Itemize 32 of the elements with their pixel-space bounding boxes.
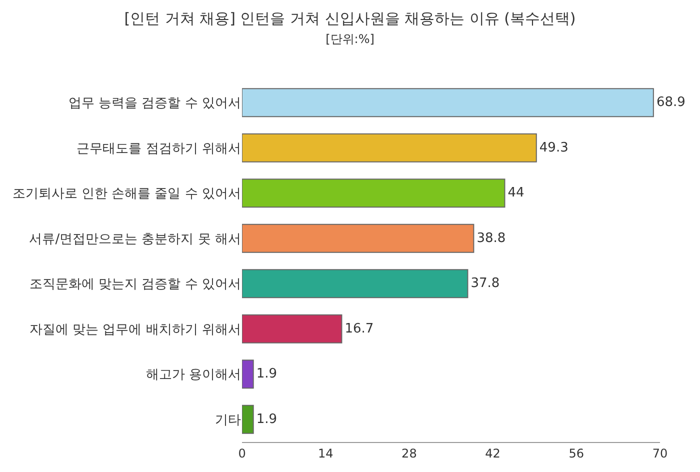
y-tick-label: 기타	[215, 412, 241, 428]
x-tick-label: 56	[568, 446, 584, 460]
x-tick-label: 70	[652, 446, 668, 460]
bar	[242, 224, 474, 253]
y-tick-label: 서류/면접만으로는 충분하지 못 해서	[29, 232, 241, 247]
chart-subtitle: [단위:%]	[326, 32, 374, 46]
x-tick-label: 28	[402, 446, 417, 460]
x-tick-label: 42	[485, 446, 500, 460]
data-label: 1.9	[256, 412, 278, 427]
y-tick-label: 자질에 맞는 업무에 배치하기 위해서	[29, 322, 241, 338]
bar	[242, 314, 342, 344]
x-tick-label: 14	[318, 446, 334, 460]
y-tick-label: 해고가 용이해서	[146, 368, 241, 383]
bar	[242, 269, 468, 298]
bar	[242, 404, 254, 434]
y-tick-label: 근무태도를 점검하기 위해서	[76, 141, 241, 156]
bar	[242, 360, 254, 389]
x-tick-label: 0	[238, 446, 246, 460]
data-label: 37.8	[470, 276, 500, 292]
y-tick-label: 업무 능력을 검증할 수 있어서	[68, 96, 241, 112]
data-label: 16.7	[344, 321, 374, 336]
bar	[242, 88, 654, 118]
data-label: 68.9	[656, 95, 686, 110]
bar	[242, 178, 506, 208]
data-label: 49.3	[539, 140, 568, 156]
data-label: 44	[508, 186, 524, 201]
y-tick-label: 조기퇴사로 인한 손해를 줄일 수 있어서	[12, 186, 241, 202]
chart-title: [인턴 거쳐 채용] 인턴을 거쳐 신입사원을 채용하는 이유 (복수선택)	[124, 10, 576, 28]
y-tick-label: 조직문화에 맞는지 검증할 수 있어서	[29, 277, 241, 292]
data-label: 1.9	[256, 366, 278, 382]
bar	[242, 133, 537, 162]
data-label: 38.8	[476, 230, 506, 246]
